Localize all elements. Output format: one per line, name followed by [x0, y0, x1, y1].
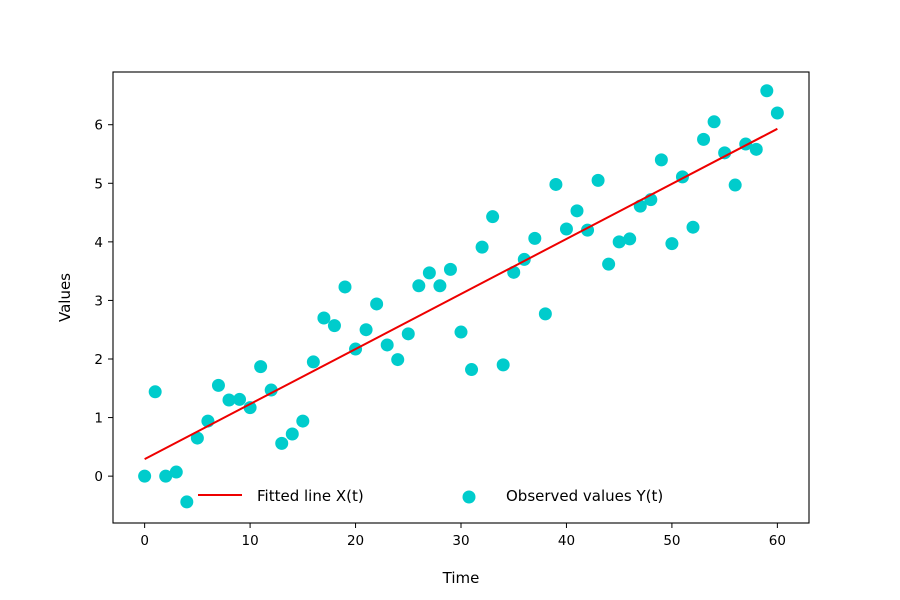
- data-point: [602, 257, 616, 271]
- data-point: [623, 232, 637, 246]
- data-point: [401, 327, 415, 341]
- data-point: [475, 240, 489, 254]
- legend-swatch-observed-values: [462, 490, 476, 504]
- data-point: [306, 355, 320, 369]
- data-point: [570, 204, 584, 218]
- legend: Fitted line X(t) Observed values Y(t): [198, 487, 663, 505]
- data-point: [317, 311, 331, 325]
- data-point: [433, 279, 447, 293]
- data-point: [443, 262, 457, 276]
- data-point: [296, 414, 310, 428]
- plot-area: [138, 84, 784, 509]
- data-point: [159, 469, 173, 483]
- data-point: [559, 222, 573, 236]
- y-tick-label: 6: [94, 118, 103, 134]
- data-point: [749, 142, 763, 156]
- data-point: [770, 106, 784, 120]
- data-point: [148, 385, 162, 399]
- data-point: [264, 383, 278, 397]
- x-axis-label: Time: [442, 569, 480, 587]
- data-point: [138, 469, 152, 483]
- data-point: [454, 325, 468, 339]
- y-axis-label: Values: [56, 273, 74, 322]
- y-tick-label: 1: [94, 411, 103, 427]
- data-point: [496, 358, 510, 372]
- data-point: [233, 392, 247, 406]
- x-tick-label: 20: [347, 533, 364, 549]
- data-point: [391, 353, 405, 367]
- data-point: [707, 115, 721, 129]
- legend-label-observed-values: Observed values Y(t): [506, 487, 663, 505]
- data-point: [528, 231, 542, 245]
- y-tick-label: 4: [94, 235, 103, 251]
- data-point: [222, 393, 236, 407]
- x-tick-label: 60: [769, 533, 786, 549]
- data-point: [665, 237, 679, 251]
- data-point: [465, 363, 479, 377]
- axes: 0 10 20 30 40 50 60 0 1 2 3 4 5 6: [94, 71, 810, 549]
- data-point: [380, 338, 394, 352]
- x-tick-label: 0: [140, 533, 149, 549]
- data-point: [718, 146, 732, 160]
- data-point: [285, 427, 299, 441]
- data-point: [686, 220, 700, 234]
- data-point: [275, 436, 289, 450]
- data-point: [169, 465, 183, 479]
- data-point: [728, 178, 742, 192]
- x-tick-label: 30: [452, 533, 469, 549]
- data-point: [612, 235, 626, 249]
- data-point: [359, 323, 373, 337]
- data-point: [180, 495, 194, 509]
- data-point: [254, 360, 268, 374]
- y-tick-label: 2: [94, 352, 103, 368]
- legend-label-fitted-line: Fitted line X(t): [257, 487, 364, 505]
- data-point: [422, 266, 436, 280]
- data-point: [697, 132, 711, 146]
- data-point: [338, 280, 352, 294]
- y-tick-label: 3: [94, 293, 103, 309]
- data-point: [370, 297, 384, 311]
- data-point: [327, 319, 341, 333]
- data-point: [412, 279, 426, 293]
- data-point: [654, 153, 668, 167]
- data-point: [243, 401, 257, 415]
- y-tick-label: 5: [94, 176, 103, 192]
- data-point: [538, 307, 552, 321]
- y-tick-label: 0: [94, 469, 103, 485]
- x-tick-label: 50: [663, 533, 680, 549]
- data-point: [211, 378, 225, 392]
- data-point: [190, 431, 204, 445]
- data-point: [486, 210, 500, 224]
- x-tick-label: 40: [558, 533, 575, 549]
- data-point: [549, 177, 563, 191]
- fitted-line: [144, 127, 778, 461]
- data-point: [591, 173, 605, 187]
- x-tick-label: 10: [241, 533, 258, 549]
- data-point: [760, 84, 774, 98]
